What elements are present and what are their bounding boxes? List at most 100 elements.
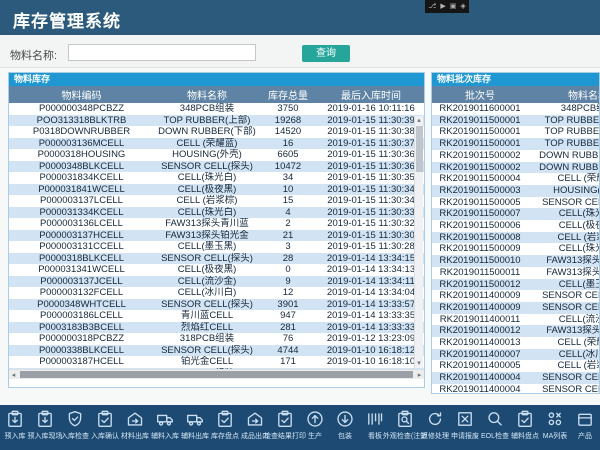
material-name-input[interactable]: [68, 44, 256, 61]
table-row[interactable]: P0000318BLKCELL SENSOR CELL(探头) 28 2019-01-…: [9, 252, 424, 264]
vertical-scrollbar[interactable]: ▴ ▾: [414, 116, 423, 368]
table-row[interactable]: RK2019011500001 TOP RUBBER(上部): [432, 138, 599, 150]
cell: RK2019011500009: [439, 243, 521, 255]
toolbar-item-inbound-confirm[interactable]: 入库确认: [90, 405, 120, 450]
toolbar-item-production[interactable]: 生产: [300, 405, 330, 450]
table-row[interactable]: RK2019011400004 SENSOR CELL(探头): [432, 372, 599, 384]
cell: SENSOR CELL(探头): [161, 344, 253, 356]
table-row[interactable]: P000003136LCELL FAW313探头青川蓝 2 2019-01-15 11…: [9, 218, 424, 230]
table-row[interactable]: P0318DOWNRUBBER DOWN RUBBER(下部) 14520 2019-…: [9, 126, 424, 138]
table-row[interactable]: P0000348BLKCELL SENSOR CELL(探头) 10472 2019-…: [9, 160, 424, 172]
toolbar-item-check-result-print[interactable]: 检查结果打印: [264, 405, 306, 450]
table-row[interactable]: RK2019011400012 FAW313探头铂光金: [432, 325, 599, 338]
search-button[interactable]: 查询: [302, 45, 350, 62]
toolbar-item-aux-outbound[interactable]: 辅料出库: [180, 405, 210, 450]
table-row[interactable]: P000031341WCELL CELL(极夜黑) 0 2019-01-14 13:3…: [9, 264, 424, 276]
table-row[interactable]: RK2019011500006 CELL(极夜黑): [432, 220, 599, 232]
table-row[interactable]: RK2019011500010 FAW313探头青川蓝: [432, 255, 599, 267]
table-row[interactable]: RK2019011400013 CELL (荣耀蓝): [432, 337, 599, 349]
table-row[interactable]: RK2019011500007 CELL(珠光白): [432, 208, 599, 221]
cell: 2019-01-15 11:30:36: [327, 160, 415, 172]
table-row[interactable]: RK2019011500001 TOP RUBBER(上部): [432, 126, 599, 139]
table-row[interactable]: P000031834KCELL CELL(珠光白) 34 2019-01-15 11:…: [9, 172, 424, 184]
table-row[interactable]: RK2019011500003 HOUSING(外壳): [432, 184, 599, 197]
toolbar-item-eol-check[interactable]: EOL检查: [480, 405, 510, 450]
table-row[interactable]: RK2019011500001 TOP RUBBER(上部): [432, 114, 599, 127]
cell: 6605: [277, 149, 299, 160]
cell: P000003186LCELL: [40, 310, 123, 321]
horizontal-scrollbar[interactable]: ◂ ▸: [9, 369, 424, 379]
table-row[interactable]: RK2019011500004 CELL (荣耀蓝): [432, 173, 599, 185]
table-row[interactable]: RK2019011500012 CELL(墨玉黑): [432, 278, 599, 291]
table-row[interactable]: RK2019011400009 SENSOR CELL(探头): [432, 290, 599, 302]
table-row[interactable]: P000000348PCBZZ 348PCB组装 3750 2019-01-16 10…: [9, 103, 424, 115]
table-row[interactable]: P000000318PCBZZ 318PCB组装 76 2019-01-12 13:2…: [9, 333, 424, 345]
table-row[interactable]: POO313318BLKTRB TOP RUBBER(上部) 19268 2019-0…: [9, 114, 424, 126]
toolbar-item-label: 入库确认: [91, 433, 119, 440]
cell: 3: [285, 241, 291, 252]
table-row[interactable]: P000003186LCELL 青川蓝CELL 947 2019-01-14 13:3…: [9, 310, 424, 322]
play-icon[interactable]: ▶: [440, 3, 446, 10]
toolbar-item-kanban[interactable]: 看板: [360, 405, 390, 450]
scroll-left-icon[interactable]: ◂: [11, 371, 16, 379]
toolbar-item-aux-inbound[interactable]: 辅料入库: [150, 405, 180, 450]
table-row[interactable]: P000003187HCELL 铂光金CELL 171 2019-01-10 16:1…: [9, 356, 424, 368]
clipboard-down-icon: [36, 410, 54, 428]
toolbar-item-packing[interactable]: 包装: [330, 405, 360, 450]
scroll-down-icon[interactable]: ▾: [417, 360, 421, 367]
table-row[interactable]: P000003137JCELL CELL(流沙金) 9 2019-01-14 13:3…: [9, 275, 424, 287]
scroll-right-icon[interactable]: ▸: [417, 371, 422, 379]
scrollbar-thumb[interactable]: [415, 126, 423, 172]
cell: RK2019011400005: [439, 360, 521, 372]
table-row[interactable]: P000003137LCELL CELL (岩浆棕) 15 2019-01-15 11…: [9, 195, 424, 207]
table-row[interactable]: RK2019011500008 CELL (岩浆棕): [432, 231, 599, 244]
table-row[interactable]: P0000318HOUSING HOUSING(外壳) 6605 2019-01-15…: [9, 149, 424, 161]
cell: CELL(极夜黑): [558, 220, 599, 232]
table-row[interactable]: RK2019011400009 SENSOR CELL(探头): [432, 301, 599, 314]
toolbar-item-stock-count[interactable]: 库存盘点: [210, 405, 240, 450]
toolbar-item-inbound-check[interactable]: 入库检查: [60, 405, 90, 450]
toolbar-item-product[interactable]: 产品: [570, 405, 600, 450]
toolbar-item-rework[interactable]: 返修处理: [420, 405, 450, 450]
cell: RK2019011400004: [439, 372, 521, 384]
toolbar-item-pre-inbound[interactable]: 预入库: [0, 405, 30, 450]
table-row[interactable]: RK2019011500009 CELL(珠光白): [432, 243, 599, 256]
table-row[interactable]: P000003136MCELL CELL (荣耀蓝) 16 2019-01-15 11…: [9, 137, 424, 149]
table-row[interactable]: RK2019011500002 DOWN RUBBER(下部): [432, 161, 599, 174]
capture-icon[interactable]: ▣: [449, 3, 457, 10]
cell: P000031834KCELL: [39, 172, 124, 183]
table-row[interactable]: RK2019011600001 348PCB组装: [432, 103, 599, 115]
table-row[interactable]: P000003131CCELL CELL(墨玉黑) 3 2019-01-15 11:3…: [9, 241, 424, 253]
table-row[interactable]: RK2019011400005 CELL (岩浆棕): [432, 360, 599, 373]
cell: 2019-01-14 13:34:15: [326, 252, 416, 264]
table-row[interactable]: P000031841WCELL CELL(极夜黑) 10 2019-01-15 11:…: [9, 183, 424, 195]
table-row[interactable]: P0000348WHTCELL SENSOR CELL(探头) 3901 2019-0…: [9, 298, 424, 310]
table-row[interactable]: RK2019011500005 SENSOR CELL(探头): [432, 196, 599, 209]
cell: 3750: [277, 103, 299, 114]
cell: 10: [282, 183, 294, 195]
table-row[interactable]: RK2019011500011 FAW313探头铂光金: [432, 266, 599, 279]
table-row[interactable]: RK2019011400004 SENSOR CELL(探头): [432, 383, 599, 393]
toolbar-item-visual-inspection[interactable]: 外观检查(注塑: [383, 405, 427, 450]
table-row[interactable]: RK2019011500002 DOWN RUBBER(下部): [432, 149, 599, 162]
circle-down-icon: [336, 410, 354, 428]
toolbar-item-material-outbound[interactable]: 材料出库: [120, 405, 150, 450]
cell: P000000348PCBZZ: [38, 103, 125, 114]
scroll-up-icon[interactable]: ▴: [417, 117, 421, 124]
toolbar-item-pre-inbound-site[interactable]: 预入库现场: [28, 405, 63, 450]
cell: SENSOR CELL(探头): [542, 290, 599, 302]
table-row[interactable]: P0000338BLKCELL SENSOR CELL(探头) 4744 2019-0…: [9, 344, 424, 356]
table-row[interactable]: P000003137HCELL FAW313探头铂光金 21 2019-01-15 1…: [9, 229, 424, 241]
toolbar-item-scrap-request[interactable]: 申请报废: [450, 405, 480, 450]
table-row[interactable]: P000003132FCELL CELL(冰川白) 12 2019-01-14 13:…: [9, 287, 424, 299]
scrollbar-thumb[interactable]: [20, 371, 413, 378]
toolbar-item-aux-count[interactable]: 辅料盘点: [510, 405, 540, 450]
table-row[interactable]: P000031334KCELL CELL(珠光白) 4 2019-01-15 11:3…: [9, 206, 424, 218]
cast-icon[interactable]: ⎇: [428, 3, 437, 10]
table-row[interactable]: P0003183B3BCELL 烈焰红CELL 281 2019-01-14 13:3…: [9, 321, 424, 333]
toolbar-item-ma-list[interactable]: MA列表: [540, 405, 570, 450]
toolbar-item-product-export[interactable]: 成品出口: [240, 405, 270, 450]
table-row[interactable]: RK2019011400007 CELL(冰川白): [432, 348, 599, 361]
mic-icon[interactable]: ◈: [460, 3, 466, 10]
table-row[interactable]: RK2019011400011 CELL(流沙金): [432, 313, 599, 326]
